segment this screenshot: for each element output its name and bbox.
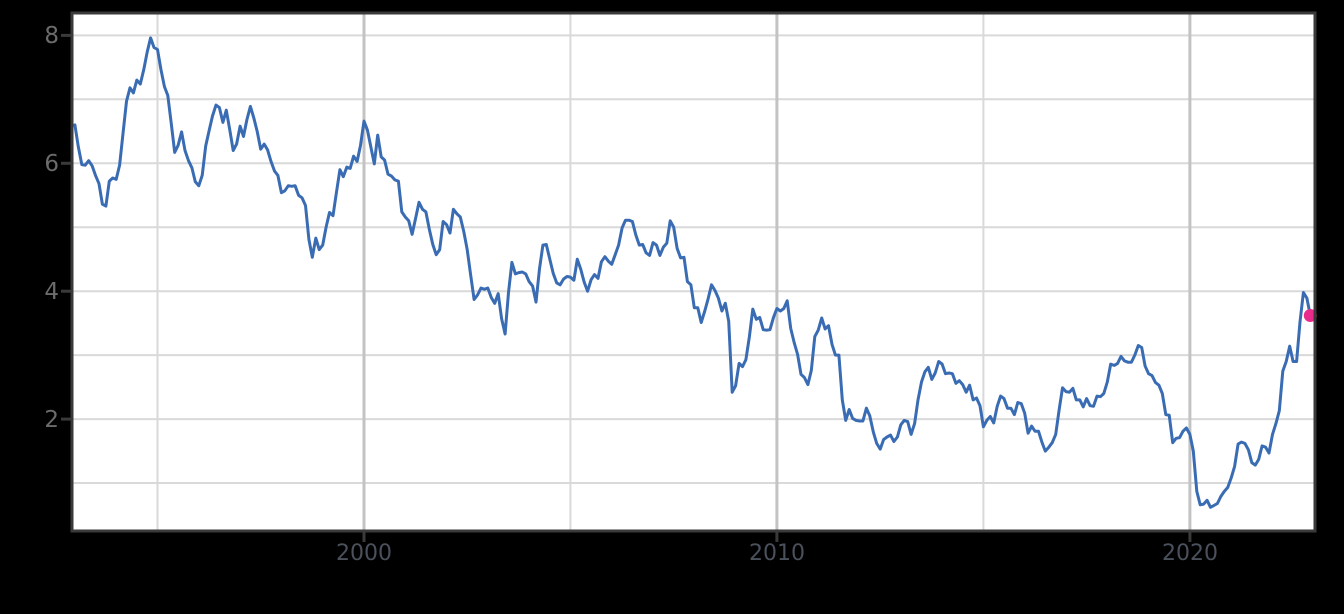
y-tick-label: 6	[44, 151, 59, 177]
y-tick-label: 4	[44, 279, 59, 305]
plot-frame	[70, 11, 1317, 533]
x-tick-label: 2020	[1162, 541, 1218, 566]
plot-area	[72, 13, 1315, 531]
x-tick-label: 2000	[336, 541, 392, 566]
y-tick-label: 8	[44, 23, 59, 49]
data-line	[73, 36, 1312, 509]
y-tick-label: 2	[44, 407, 59, 433]
label-layer: 8 6 4 2 2000 2010 2020	[44, 23, 1218, 566]
x-tick-label: 2010	[749, 541, 805, 566]
tick-layer	[61, 33, 1192, 542]
gridline-layer	[72, 13, 1315, 531]
